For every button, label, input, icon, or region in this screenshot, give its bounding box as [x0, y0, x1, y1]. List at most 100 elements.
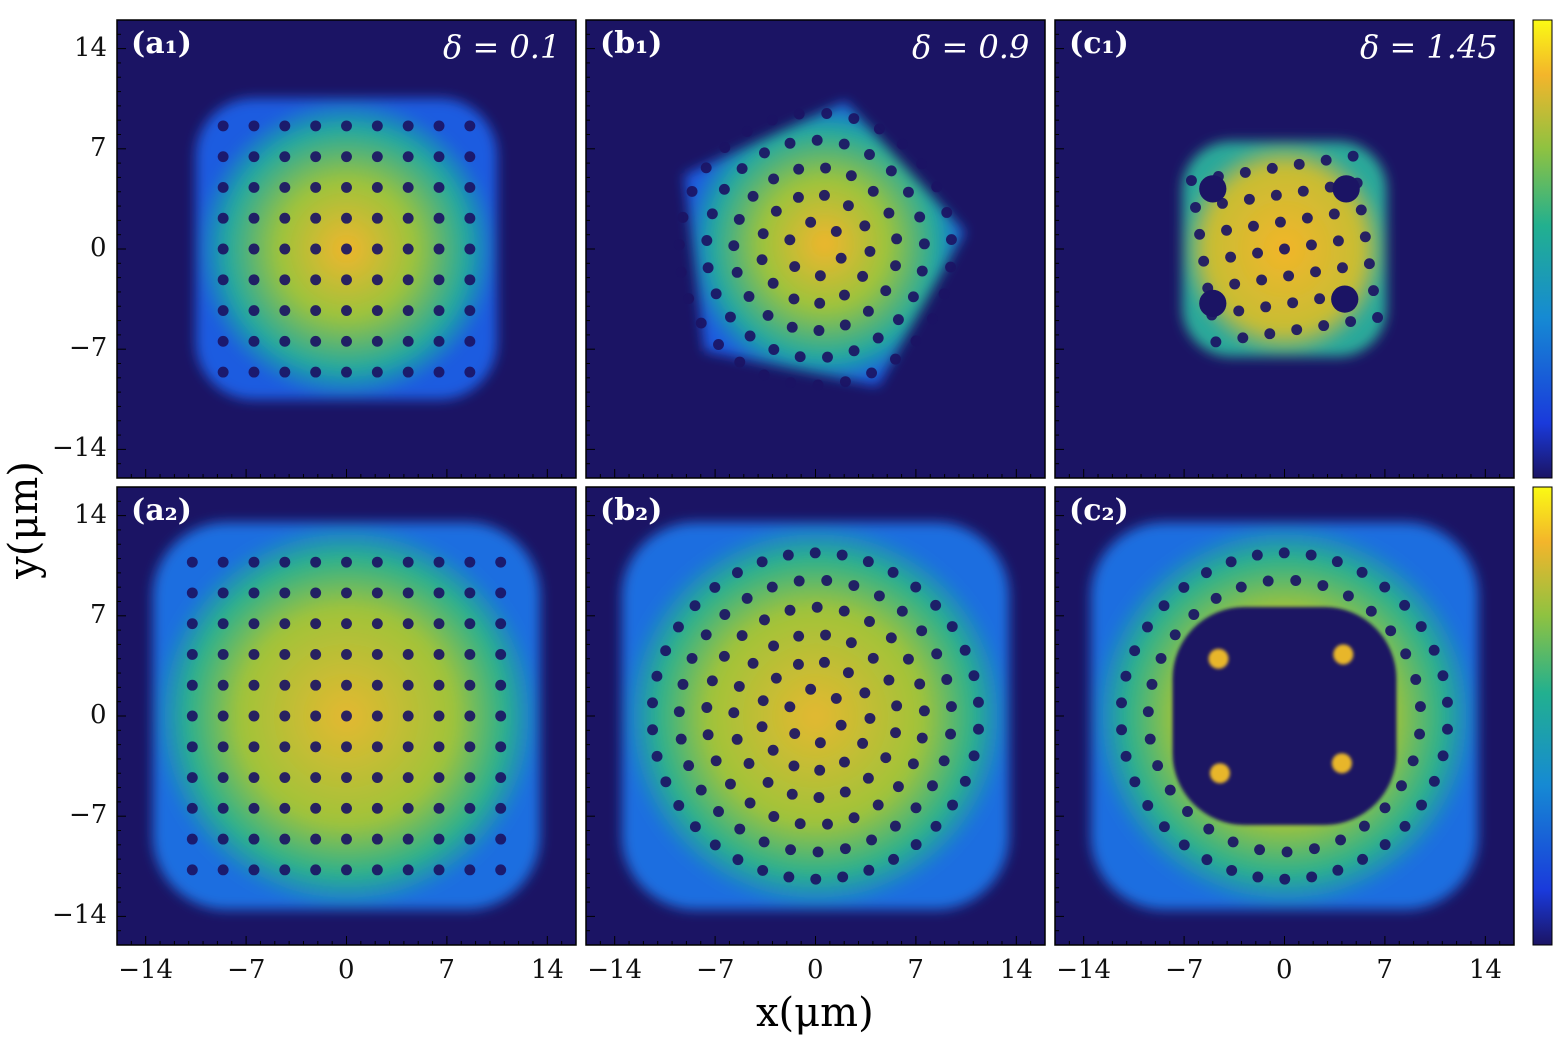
vortex — [890, 727, 901, 739]
vortex — [1337, 262, 1348, 274]
vortex — [1279, 873, 1291, 885]
vortex — [916, 265, 928, 277]
vortex — [973, 723, 984, 735]
vortex — [371, 305, 383, 316]
vortex — [891, 700, 903, 712]
vortex — [786, 321, 798, 333]
vortex — [1297, 185, 1309, 197]
vortex — [402, 864, 414, 876]
vortex — [768, 173, 780, 185]
vortex — [766, 114, 778, 126]
vortex — [310, 366, 322, 378]
vortex — [873, 590, 885, 602]
vortex — [1278, 547, 1290, 559]
vortex — [651, 750, 663, 762]
vortex — [186, 833, 198, 845]
vortex — [248, 802, 260, 814]
vortex — [371, 741, 383, 753]
vortex — [279, 802, 291, 814]
vortex — [1188, 609, 1200, 620]
vortex — [835, 252, 847, 264]
vortex — [660, 645, 672, 657]
vortex — [1217, 197, 1228, 209]
vortex — [673, 239, 685, 251]
y-tick-label: 14 — [74, 499, 108, 530]
vortex — [341, 151, 352, 163]
vortex — [845, 170, 857, 182]
vortex — [914, 678, 926, 690]
vortex — [433, 274, 445, 286]
vortex — [495, 741, 507, 753]
vortex — [464, 802, 476, 814]
vortex — [767, 277, 779, 289]
panel-label: (b₁) — [600, 26, 663, 61]
vortex — [1305, 239, 1317, 251]
vortex — [1129, 776, 1141, 788]
vortex — [842, 667, 854, 679]
vortex — [186, 772, 198, 783]
vortex — [862, 305, 874, 317]
vortex — [759, 614, 770, 626]
vortex — [728, 707, 740, 719]
vortex — [495, 618, 507, 630]
vortex — [731, 733, 743, 745]
vortex — [916, 732, 928, 744]
density-peak — [1209, 763, 1230, 784]
panel-label: (a₂) — [131, 493, 192, 528]
vortex — [279, 305, 291, 316]
vortex — [1372, 312, 1384, 323]
vortex — [279, 556, 291, 568]
vortex — [217, 802, 229, 814]
vortex — [1379, 802, 1391, 814]
vortex — [1415, 621, 1427, 632]
vortex — [710, 288, 722, 300]
vortex — [968, 750, 980, 762]
vortex — [793, 163, 805, 175]
vortex — [927, 780, 938, 792]
vortex — [248, 679, 260, 691]
vortex — [1146, 678, 1158, 690]
vortex — [892, 781, 904, 793]
vortex — [842, 200, 854, 212]
vortex — [945, 261, 957, 273]
vortex — [864, 245, 876, 257]
vortex — [495, 649, 507, 660]
vortex — [341, 679, 352, 691]
vortex — [695, 317, 707, 329]
vortex — [673, 621, 684, 633]
panel-5 — [585, 486, 1046, 946]
vortex — [341, 710, 352, 722]
vortex — [1410, 674, 1422, 685]
vortex — [433, 802, 445, 814]
vortex — [217, 212, 229, 224]
vortex — [890, 260, 901, 272]
vortex — [341, 274, 352, 286]
vortex — [433, 649, 445, 660]
vortex — [1414, 728, 1426, 740]
vortex — [341, 366, 352, 378]
vortex — [918, 705, 930, 717]
vortex-lattice — [1185, 150, 1384, 348]
vortex — [1279, 243, 1290, 255]
vortex — [1428, 775, 1440, 787]
vortex — [248, 151, 260, 163]
x-tick-label: 0 — [1276, 955, 1293, 985]
vortex — [217, 833, 229, 845]
vortex — [744, 330, 756, 342]
vortex — [788, 760, 800, 772]
vortex — [310, 679, 322, 691]
vortex — [757, 228, 769, 240]
vortex — [371, 772, 383, 783]
vortex — [464, 305, 476, 316]
vortex — [702, 262, 714, 274]
vortex — [279, 618, 291, 630]
panel-label: (b₂) — [600, 493, 663, 528]
vortex — [310, 710, 322, 722]
x-tick-label: −14 — [587, 955, 643, 985]
vortex — [495, 772, 507, 783]
x-tick-label: −14 — [118, 955, 174, 985]
vortex — [1270, 189, 1282, 201]
vortex — [673, 706, 685, 718]
vortex — [248, 556, 260, 568]
vortex — [848, 580, 860, 591]
